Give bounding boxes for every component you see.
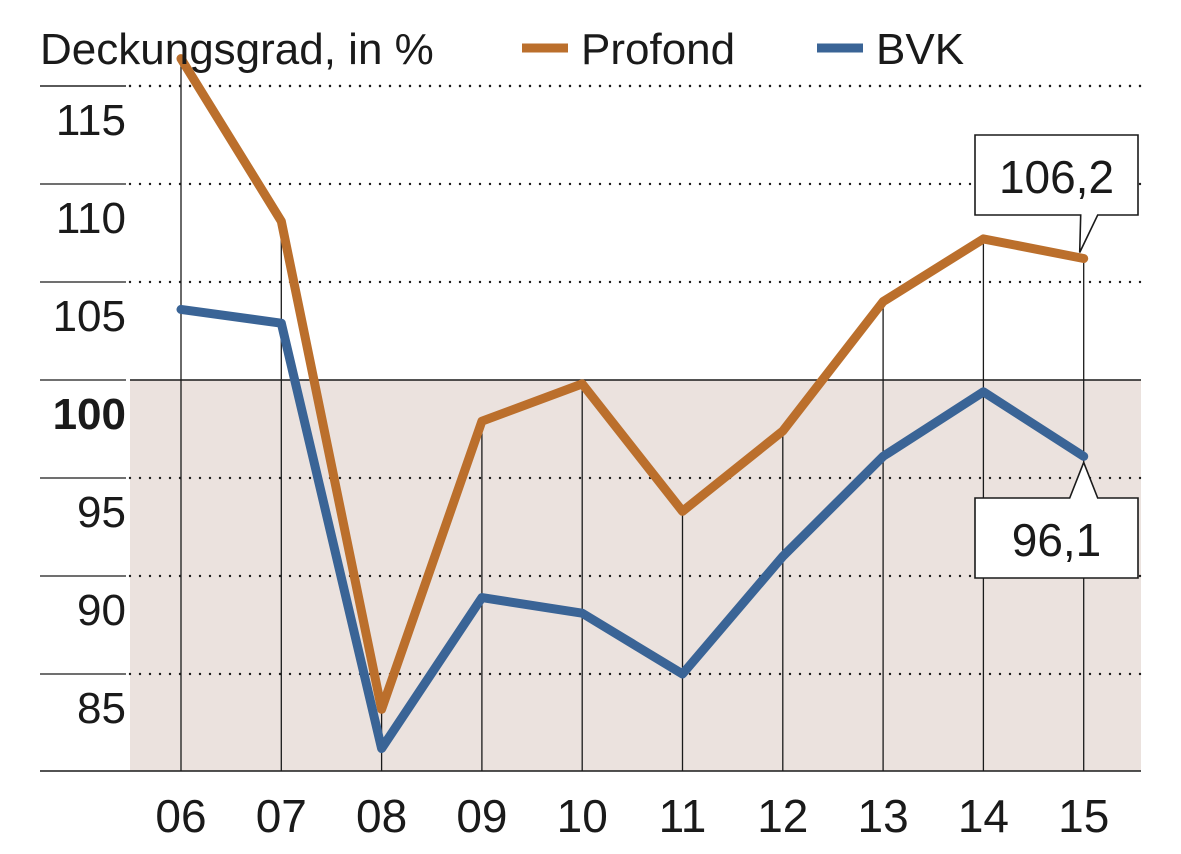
data-point-profond — [780, 428, 785, 433]
data-point-profond — [479, 419, 484, 424]
xtick-label: 14 — [958, 790, 1009, 842]
data-point-profond — [1081, 256, 1086, 261]
xtick-label: 09 — [456, 790, 507, 842]
callout-profond: 106,2 — [974, 134, 1139, 253]
data-point-bvk — [981, 389, 986, 394]
data-point-bvk — [881, 454, 886, 459]
chart-title: Deckungsgrad, in % — [40, 25, 434, 74]
data-point-profond — [379, 707, 384, 712]
ytick-label: 115 — [56, 96, 126, 145]
data-point-profond — [981, 236, 986, 241]
callout-box — [974, 134, 1139, 253]
ytick-label: 100 — [53, 390, 126, 439]
xtick-label: 11 — [659, 790, 707, 842]
callout-label: 106,2 — [999, 151, 1114, 203]
ytick-label: 85 — [77, 684, 126, 733]
legend-label-profond: Profond — [581, 25, 735, 74]
callout-bvk: 96,1 — [974, 460, 1139, 579]
ytick-label: 95 — [77, 488, 126, 537]
xtick-label: 13 — [858, 790, 909, 842]
legend: Profond BVK — [522, 25, 964, 74]
xtick-label: 10 — [557, 790, 608, 842]
data-point-bvk — [279, 321, 284, 326]
data-point-bvk — [680, 672, 685, 676]
data-point-bvk — [1081, 454, 1086, 459]
data-point-bvk — [379, 746, 384, 751]
callout-label: 96,1 — [1012, 514, 1102, 566]
data-point-profond — [580, 381, 585, 386]
series-line-bvk — [176, 304, 1089, 753]
xtick-label: 12 — [757, 790, 808, 842]
series-line-profond — [176, 54, 1089, 714]
data-point-profond — [279, 219, 284, 224]
xtick-label: 15 — [1058, 790, 1109, 842]
data-point-bvk — [179, 307, 183, 312]
legend-label-bvk: BVK — [876, 25, 964, 74]
ytick-label: 110 — [56, 194, 126, 243]
data-point-profond — [881, 299, 886, 304]
ytick-label: 90 — [77, 586, 126, 635]
data-point-profond — [680, 509, 685, 514]
ytick-label: 105 — [53, 292, 126, 341]
data-point-bvk — [479, 595, 484, 600]
data-point-bvk — [780, 554, 785, 559]
xtick-label: 08 — [356, 790, 407, 842]
callout-box — [974, 460, 1139, 579]
data-point-profond — [179, 56, 183, 61]
data-point-bvk — [580, 611, 585, 616]
xtick-label: 06 — [155, 790, 206, 842]
xtick-label: 07 — [256, 790, 307, 842]
